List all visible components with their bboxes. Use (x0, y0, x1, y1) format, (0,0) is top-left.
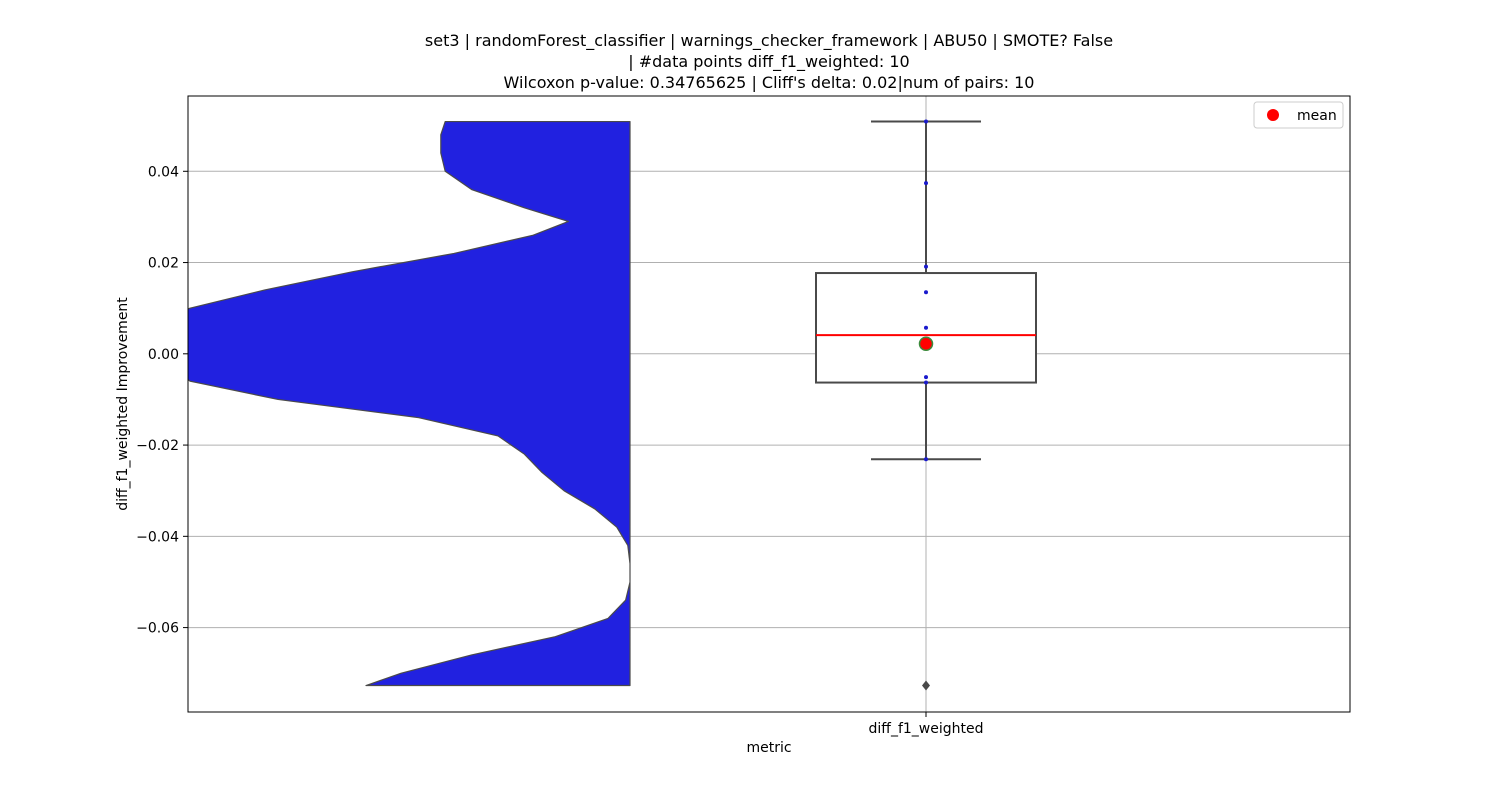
violin-group (188, 120, 631, 687)
y-tick-label: −0.02 (136, 438, 179, 454)
outlier-marker (922, 680, 930, 691)
title-line-3: Wilcoxon p-value: 0.34765625 | Cliff's d… (503, 73, 1035, 92)
y-axis-label: diff_f1_weighted Improvement (115, 297, 131, 511)
data-point (924, 380, 928, 385)
x-axis-label: metric (746, 740, 791, 756)
y-tick-label: 0.00 (148, 347, 179, 363)
mean-marker (918, 336, 934, 352)
y-tick-label: −0.06 (136, 621, 179, 637)
data-point (924, 181, 928, 186)
legend-box (1253, 101, 1344, 129)
data-point (924, 264, 928, 269)
chart-title: set3 | randomForest_classifier | warning… (188, 30, 1350, 93)
y-tick-label: −0.04 (136, 529, 179, 545)
legend-mean-marker (1267, 109, 1279, 121)
violin-shape (188, 120, 631, 687)
title-line-1: set3 | randomForest_classifier | warning… (424, 31, 1114, 50)
data-point (924, 325, 928, 330)
data-point (924, 119, 928, 124)
y-tick-label: 0.04 (148, 164, 179, 180)
title-line-2: | #data points diff_f1_weighted: 10 (628, 52, 910, 71)
data-point (924, 457, 928, 462)
data-point (924, 290, 928, 295)
y-tick-label: 0.02 (148, 256, 179, 272)
legend-mean-label: mean (1297, 108, 1337, 124)
axes-frame (187, 95, 1351, 713)
x-tick-label: diff_f1_weighted (869, 721, 984, 737)
legend: mean (1253, 101, 1344, 129)
data-point (924, 375, 928, 380)
